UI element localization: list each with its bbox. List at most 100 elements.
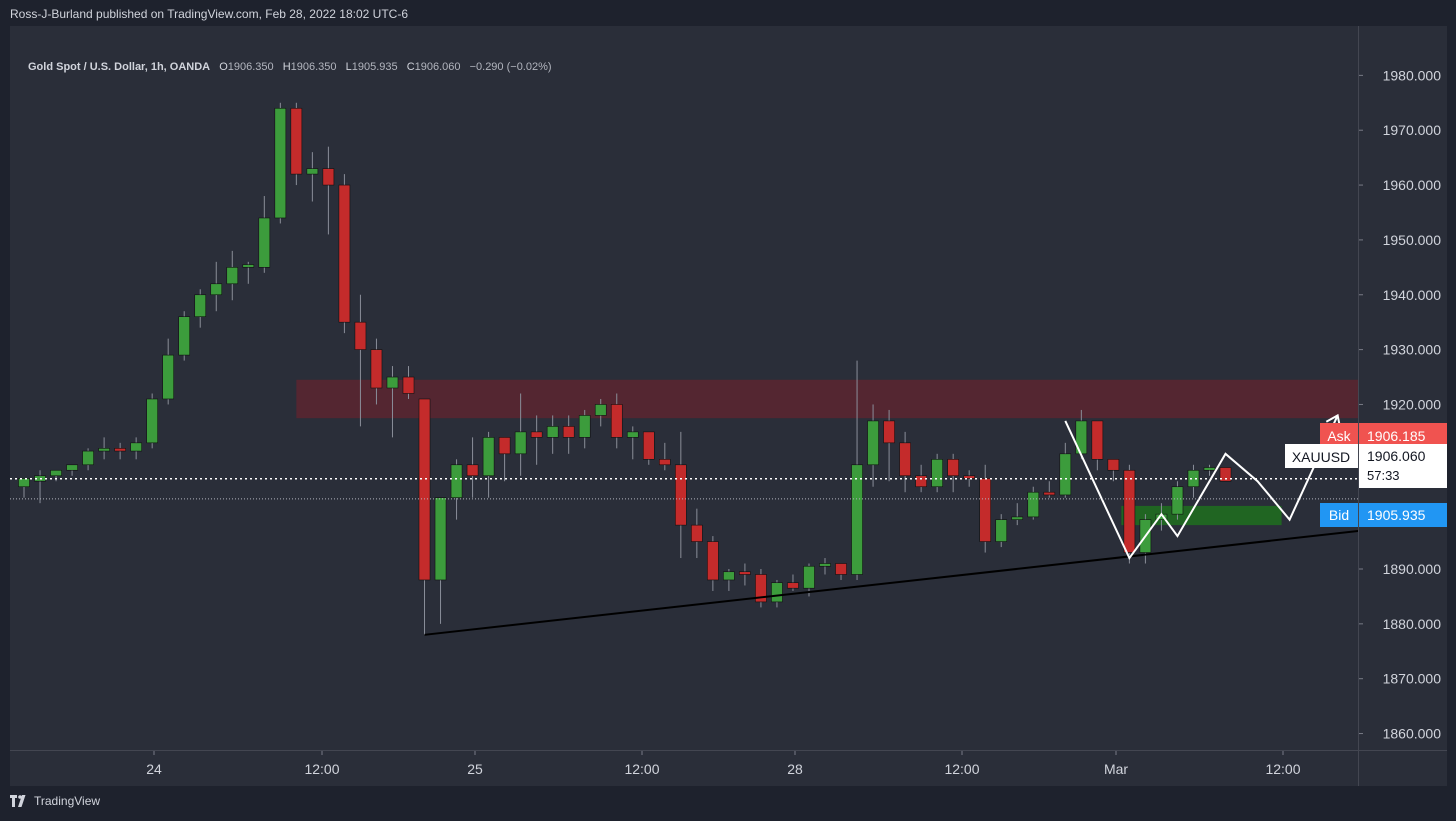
candle-body [723, 571, 735, 581]
time-axis-svg[interactable]: 24 12:00 25 12:00 28 12:00 Mar 12:00 [10, 751, 1358, 786]
candle [803, 563, 815, 597]
candle [867, 404, 879, 487]
candle [98, 437, 110, 460]
candle-body [178, 316, 191, 356]
ask-tag: Ask [1327, 428, 1351, 444]
candle [306, 152, 319, 202]
candle [18, 478, 30, 498]
low-label: L [345, 61, 352, 73]
candle [322, 146, 335, 235]
candle [819, 558, 831, 575]
candle-body [1091, 420, 1104, 460]
candle [50, 469, 62, 482]
candle [1107, 459, 1120, 482]
candle [642, 431, 655, 465]
candle-body [691, 524, 703, 542]
candle-body [963, 475, 975, 479]
open-label: O [219, 61, 228, 73]
candle [338, 174, 351, 334]
footer: TradingView [10, 794, 100, 808]
price-tick-label: 1980.000 [1383, 67, 1442, 83]
candle [707, 536, 719, 591]
candle-body [546, 426, 559, 438]
ask-value: 1906.185 [1367, 428, 1426, 444]
candle [226, 250, 239, 301]
candle-body [819, 563, 831, 567]
time-axis[interactable]: 24 12:00 25 12:00 28 12:00 Mar 12:00 [10, 750, 1358, 786]
candle-body [530, 431, 543, 438]
candle [450, 459, 463, 520]
candle-body [1059, 453, 1072, 496]
candle [210, 261, 223, 312]
candle-body [418, 398, 431, 581]
symbol-legend: Gold Spot / U.S. Dollar, 1h, OANDA O1906… [28, 61, 552, 73]
candle-body [66, 464, 78, 471]
candle-body [594, 404, 607, 416]
bid-tag: Bid [1329, 507, 1349, 523]
price-axis[interactable]: 1980.000 1970.000 1960.000 1950.000 1940.000… [1358, 26, 1447, 750]
candle-body [1043, 491, 1056, 496]
candle [482, 431, 495, 498]
candle-body [114, 448, 126, 452]
candle [434, 497, 447, 624]
price-tick-label: 1870.000 [1383, 671, 1442, 687]
candle-body [915, 475, 927, 488]
candle [1043, 481, 1056, 498]
time-tick-label: 24 [146, 761, 162, 777]
candle-body [947, 459, 959, 477]
candlestick-chart[interactable]: Ask XAUUSD Bid [10, 26, 1358, 750]
candle [1123, 464, 1136, 564]
candle-body [18, 478, 30, 488]
candle [386, 366, 399, 438]
candle-body [787, 582, 799, 589]
trendline [424, 530, 1358, 636]
candle-body [979, 478, 992, 542]
candle [883, 409, 895, 482]
candle-body [322, 168, 335, 186]
candle-body [498, 437, 511, 455]
candle-body [739, 571, 751, 575]
candle [290, 102, 303, 186]
candle-body [402, 376, 415, 394]
candle [258, 196, 271, 273]
ask-tag-bg [1320, 423, 1358, 447]
candle-body [146, 398, 158, 444]
candle-body [242, 264, 255, 268]
price-tick-label: 1940.000 [1383, 287, 1442, 303]
candle-body [450, 464, 463, 498]
candle-body [562, 426, 575, 438]
candle [530, 415, 543, 465]
candle-body [514, 431, 527, 455]
candle [146, 393, 158, 449]
candle-body [354, 321, 367, 350]
candle [594, 398, 607, 427]
candle-body [130, 442, 142, 452]
candle-body [1123, 469, 1136, 553]
candle [274, 102, 287, 224]
candle [114, 442, 126, 460]
candle [66, 464, 78, 476]
candle [723, 569, 735, 591]
candle-body [466, 464, 479, 477]
price-change: −0.290 (−0.02%) [469, 61, 552, 73]
candle-body [867, 420, 879, 466]
publish-header: Ross-J-Burland published on TradingView.… [0, 0, 1456, 26]
candle [194, 289, 207, 328]
candle [1171, 481, 1184, 520]
bid-value-bg [1359, 503, 1447, 527]
candle-body [386, 376, 399, 389]
time-tick-label: 25 [467, 761, 483, 777]
candle [675, 431, 687, 559]
close-label: C [406, 61, 415, 73]
price-axis-svg[interactable]: 1980.000 1970.000 1960.000 1950.000 1940.000… [1359, 26, 1447, 750]
candle [1139, 514, 1152, 564]
bid-tag-bg [1320, 503, 1358, 527]
candle [771, 579, 783, 608]
candle [466, 437, 479, 498]
candle [1187, 464, 1200, 498]
candle [130, 437, 142, 460]
chart-pane[interactable]: Ask XAUUSD Bid Gold Spot / U.S. Dollar, 1h… [10, 26, 1358, 750]
candle-body [210, 283, 223, 296]
candle-body [306, 168, 319, 175]
bid-value: 1905.935 [1367, 507, 1426, 523]
